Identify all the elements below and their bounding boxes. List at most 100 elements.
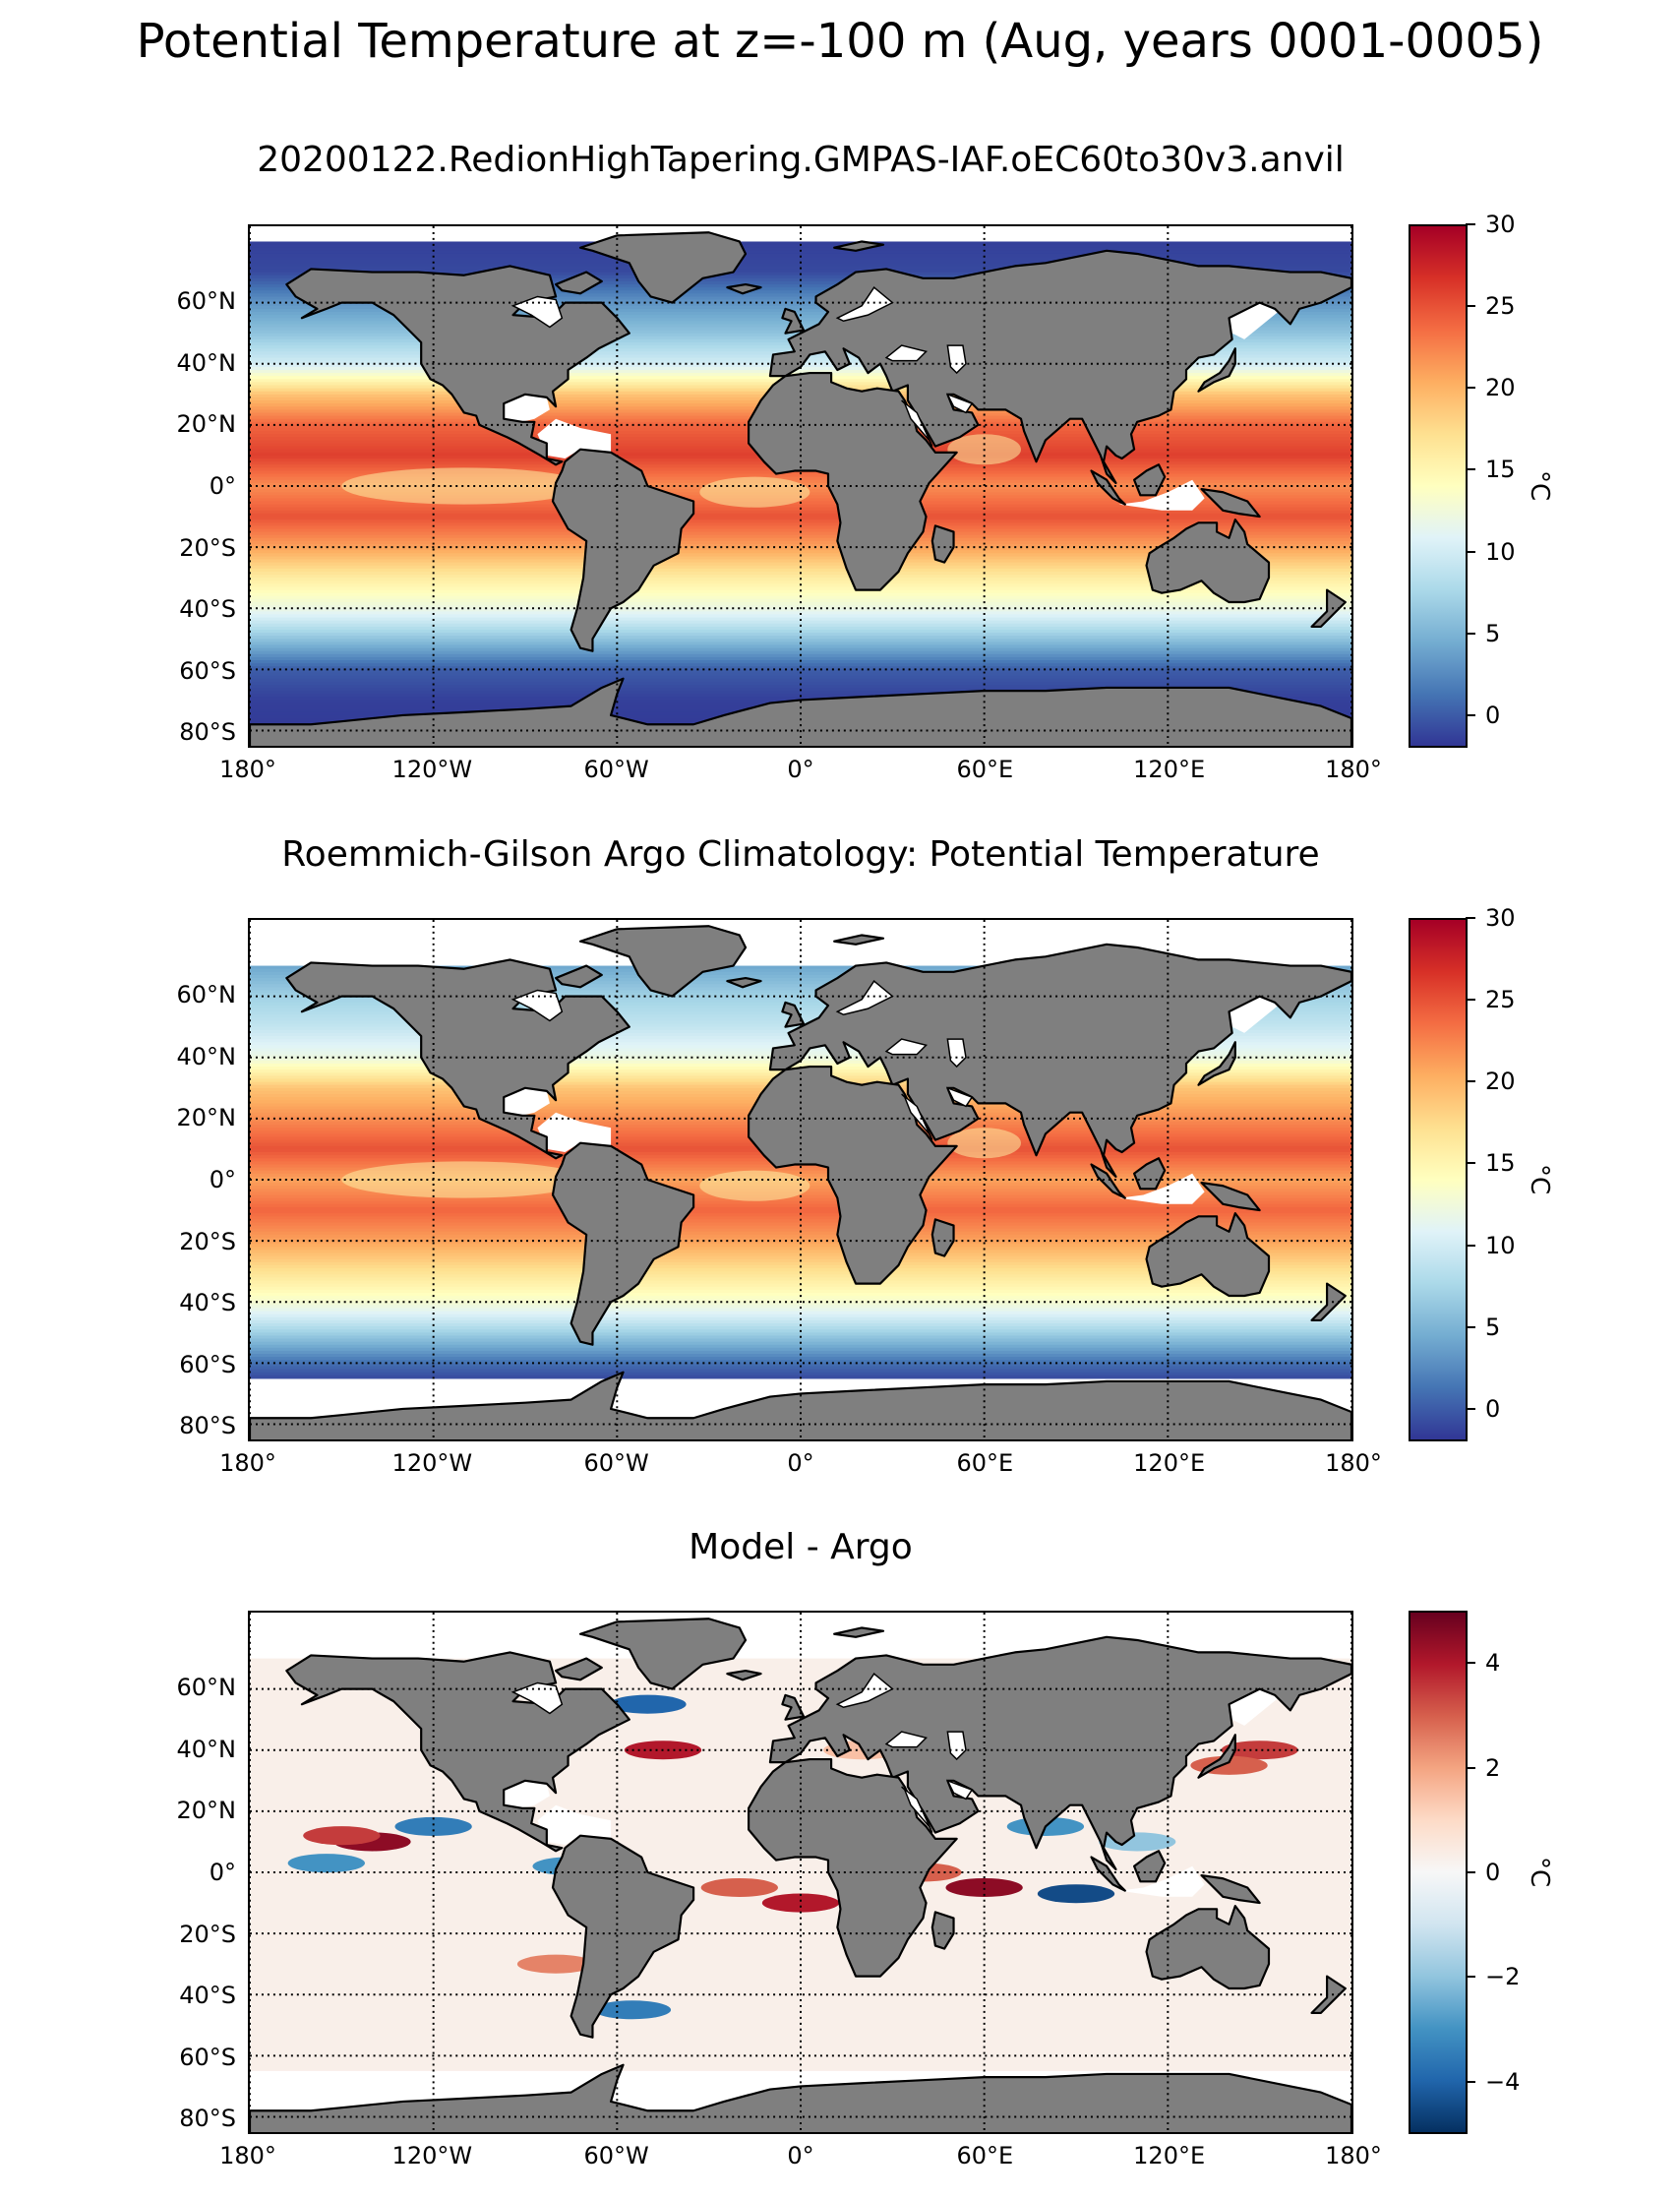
- lon-tick-label: 60°W: [583, 1449, 649, 1477]
- field-band: [250, 315, 1351, 319]
- field-band: [250, 1063, 1351, 1068]
- lat-tick-label: 60°N: [176, 981, 237, 1009]
- british-isles-land: [781, 1001, 806, 1028]
- field-band: [250, 1360, 1351, 1364]
- lon-tick-label: 0°: [787, 2142, 814, 2169]
- field-band: [250, 999, 1351, 1004]
- colorbar-tick-mark: [1466, 2080, 1475, 2083]
- colorbar-tick-label: 25: [1485, 292, 1516, 321]
- colorbar-tick-label: 0: [1485, 701, 1501, 729]
- lat-tick-label: 20°N: [176, 410, 237, 439]
- gulf-of-mexico-nodata: [504, 1780, 550, 1808]
- field-band: [250, 550, 1351, 554]
- colorbar-tick-mark: [1466, 1766, 1475, 1769]
- red-sea-shore: [901, 1093, 933, 1140]
- field-band: [250, 504, 1351, 509]
- svalbard-land: [833, 1626, 885, 1638]
- colorbar-tick-label: 4: [1485, 1649, 1501, 1678]
- field-band: [250, 660, 1351, 664]
- lon-tick-label: 60°E: [956, 2142, 1014, 2169]
- field-band: [250, 586, 1351, 591]
- field-band: [250, 1308, 1351, 1313]
- field-band: [250, 537, 1351, 542]
- field-band: [250, 595, 1351, 600]
- lon-tick-label: 180°: [219, 2142, 276, 2169]
- field-band: [250, 678, 1351, 683]
- field-band: [250, 1228, 1351, 1233]
- lon-tick-label: 0°: [787, 756, 814, 783]
- field-band: [250, 1302, 1351, 1306]
- field-band: [250, 1002, 1351, 1007]
- field-band: [250, 1244, 1351, 1248]
- colorbar-tick-label: 0: [1485, 1394, 1501, 1423]
- black-sea-shore: [884, 1731, 929, 1748]
- colorbar-tick-mark: [1466, 1325, 1475, 1328]
- australia-land: [1145, 1905, 1271, 1990]
- field-band: [250, 1222, 1351, 1227]
- indonesian-seas-nodata: [1118, 479, 1205, 511]
- field-band: [250, 598, 1351, 603]
- field-band: [250, 1326, 1351, 1330]
- field-band: [250, 1216, 1351, 1220]
- lon-tick-label: 0°: [787, 1449, 814, 1477]
- panel-title: Roemmich-Gilson Argo Climatology: Potent…: [281, 834, 1320, 875]
- field-band: [250, 369, 1351, 374]
- colorbar-tick-mark: [1466, 1407, 1475, 1410]
- field-band: [250, 968, 1351, 973]
- field-band: [250, 981, 1351, 985]
- map-canvas: [250, 1613, 1351, 2132]
- field-band: [250, 241, 1351, 246]
- field-band: [250, 1292, 1351, 1297]
- field-band: [250, 1280, 1351, 1285]
- lat-tick-label: 80°S: [179, 2105, 236, 2133]
- sea-of-okhotsk-nodata: [1229, 1688, 1279, 1726]
- field-band: [250, 575, 1351, 579]
- field-band: [250, 1274, 1351, 1278]
- field-band: [250, 1203, 1351, 1208]
- eurasia-land: [768, 249, 1351, 485]
- sumatra-land: [1090, 469, 1126, 506]
- colorbar: [1409, 918, 1468, 1441]
- baffin-land: [554, 1657, 603, 1681]
- madagascar-land: [930, 1218, 955, 1257]
- inland-seas: [510, 980, 974, 1140]
- field-band: [250, 650, 1351, 655]
- field-band: [250, 1283, 1351, 1288]
- colorbar-tick-mark: [1466, 1080, 1475, 1083]
- field-band: [250, 1225, 1351, 1230]
- field-band: [250, 1268, 1351, 1272]
- svalbard-land: [833, 240, 885, 252]
- field-band: [250, 1255, 1351, 1260]
- lat-tick-label: 60°N: [176, 287, 237, 316]
- lat-tick-label: 0°: [209, 1859, 236, 1886]
- colorbar-tick-mark: [1466, 632, 1475, 635]
- field-band: [250, 247, 1351, 252]
- field-band: [250, 293, 1351, 297]
- colorbar-tick-label: 5: [1485, 619, 1501, 647]
- colorbar-tick-label: 2: [1485, 1753, 1501, 1782]
- field-band: [250, 639, 1351, 642]
- colorbar-tick-mark: [1466, 1976, 1475, 1979]
- field-band: [250, 1219, 1351, 1224]
- field-band: [250, 544, 1351, 548]
- eurasia-land: [768, 1635, 1351, 1871]
- field-band: [250, 305, 1351, 310]
- madagascar-land: [930, 1911, 955, 1950]
- colorbar: [1409, 224, 1468, 748]
- sumatra-land: [1090, 1856, 1126, 1892]
- field-band: [250, 974, 1351, 979]
- field-band: [250, 1173, 1351, 1178]
- field-band: [250, 1344, 1351, 1349]
- lat-tick-label: 20°S: [179, 1920, 236, 1948]
- colorbar-tick-mark: [1466, 468, 1475, 471]
- japan-land: [1197, 1734, 1236, 1779]
- colorbar-tick-mark: [1466, 917, 1475, 919]
- anomaly-mark: [516, 1954, 595, 1974]
- madagascar-land: [930, 524, 955, 564]
- black-sea-shore: [884, 344, 929, 362]
- red-sea-shore: [901, 1786, 933, 1833]
- field-band: [250, 1369, 1351, 1374]
- field-band: [250, 250, 1351, 255]
- south-america-land: [551, 1834, 695, 2039]
- field-band: [250, 592, 1351, 597]
